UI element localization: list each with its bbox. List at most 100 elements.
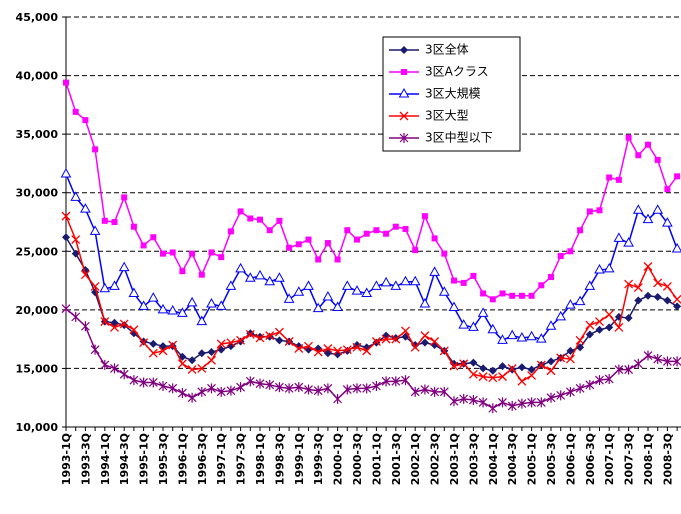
marker xyxy=(431,235,438,242)
marker xyxy=(128,287,140,297)
legend-label: 3区大型 xyxy=(425,109,469,123)
marker xyxy=(643,262,653,271)
marker xyxy=(441,250,448,257)
x-tick-label: 1996-3Q xyxy=(196,433,209,485)
marker xyxy=(381,334,391,344)
marker xyxy=(227,228,234,235)
marker xyxy=(662,356,672,367)
marker xyxy=(244,272,256,282)
marker xyxy=(255,333,265,343)
marker xyxy=(274,272,285,282)
marker xyxy=(634,296,643,305)
marker xyxy=(198,271,205,278)
marker xyxy=(71,311,81,322)
marker xyxy=(189,250,196,257)
x-tick-label: 2007-3Q xyxy=(623,433,636,485)
marker xyxy=(295,241,302,248)
marker xyxy=(109,280,120,290)
marker xyxy=(399,133,409,143)
marker xyxy=(236,335,246,345)
y-tick-label: 20,000 xyxy=(16,304,59,317)
x-tick-label: 1994-3Q xyxy=(118,433,131,485)
marker xyxy=(158,346,168,356)
marker xyxy=(429,266,440,276)
x-tick-label: 2004-3Q xyxy=(506,433,519,485)
series-line xyxy=(65,215,678,383)
x-tick-label: 2008-3Q xyxy=(661,433,674,485)
marker xyxy=(63,79,69,86)
marker xyxy=(469,358,478,367)
marker xyxy=(538,282,545,289)
x-tick-label: 1999-1Q xyxy=(293,433,306,485)
marker xyxy=(362,346,372,356)
x-tick-label: 2003-3Q xyxy=(467,433,480,485)
x-tick-label: 2008-1Q xyxy=(642,433,655,485)
marker xyxy=(351,285,363,295)
marker xyxy=(264,275,276,286)
marker xyxy=(89,225,101,235)
x-tick-label: 2006-3Q xyxy=(584,433,597,485)
marker xyxy=(401,69,407,75)
marker xyxy=(585,330,594,339)
marker xyxy=(254,269,266,280)
marker xyxy=(527,370,537,380)
marker xyxy=(177,388,187,399)
x-tick-label: 1993-1Q xyxy=(60,433,73,485)
marker xyxy=(498,397,507,408)
marker xyxy=(304,341,313,351)
marker xyxy=(130,223,137,230)
marker xyxy=(61,211,71,221)
y-tick-label: 45,000 xyxy=(16,11,59,24)
marker xyxy=(421,213,428,220)
marker xyxy=(430,337,440,346)
marker xyxy=(71,249,80,258)
marker xyxy=(663,296,672,305)
marker xyxy=(624,314,633,323)
marker xyxy=(119,319,129,329)
marker xyxy=(672,356,681,367)
marker xyxy=(276,217,283,224)
legend: 3区全体 3区Aクラス 3区大規模 3区大型 3区中型以下 xyxy=(382,36,521,152)
marker xyxy=(118,261,130,272)
marker xyxy=(625,134,632,141)
marker xyxy=(643,350,653,361)
x-tick-label: 2000-3Q xyxy=(351,433,364,485)
marker xyxy=(459,359,469,369)
legend-label: 3区中型以下 xyxy=(425,130,493,145)
marker xyxy=(197,386,207,397)
marker xyxy=(595,317,604,327)
marker xyxy=(61,303,71,314)
marker xyxy=(167,305,179,315)
series-line xyxy=(65,308,678,410)
marker xyxy=(624,279,634,289)
marker xyxy=(371,381,381,391)
x-tick-label: 2005-3Q xyxy=(545,433,558,485)
legend-label: 3区Aクラス xyxy=(425,65,489,79)
marker xyxy=(487,323,499,334)
marker xyxy=(206,297,217,308)
marker xyxy=(138,300,149,310)
marker xyxy=(526,330,537,341)
marker xyxy=(398,87,410,98)
x-tick-label: 1998-1Q xyxy=(254,433,267,485)
marker xyxy=(100,359,110,370)
marker xyxy=(470,272,477,279)
marker xyxy=(652,204,664,214)
marker xyxy=(439,346,449,356)
marker xyxy=(575,335,585,345)
marker xyxy=(392,223,399,230)
marker xyxy=(448,301,460,312)
marker xyxy=(197,363,207,373)
marker xyxy=(274,382,284,393)
marker xyxy=(548,274,554,281)
marker xyxy=(147,292,159,302)
marker xyxy=(480,290,487,297)
marker xyxy=(547,357,555,366)
marker xyxy=(565,386,575,397)
x-tick-label: 2005-1Q xyxy=(526,433,539,485)
marker xyxy=(449,396,459,407)
marker xyxy=(216,339,226,349)
marker xyxy=(363,230,370,237)
marker xyxy=(489,296,496,303)
